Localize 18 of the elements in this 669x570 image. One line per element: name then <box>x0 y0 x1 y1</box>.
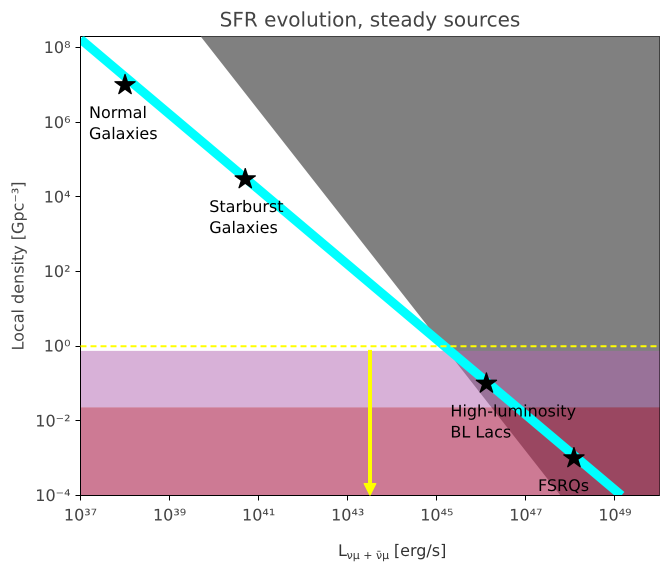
chart-title: SFR evolution, steady sources <box>220 8 520 32</box>
y-tick-label: 10² <box>44 262 71 282</box>
x-tick-label: 10⁴³ <box>331 506 364 524</box>
x-tick-label: 10⁴⁵ <box>420 506 454 524</box>
annotation: FSRQs <box>538 476 590 496</box>
y-tick-label: 10⁰ <box>44 336 71 356</box>
y-tick-label: 10⁻² <box>35 411 70 430</box>
y-tick-label: 10⁸ <box>44 38 71 58</box>
x-tick-label: 10⁴¹ <box>242 506 276 524</box>
y-axis-title: Local density [Gpc⁻³] <box>8 182 28 350</box>
annotation: Normal Galaxies <box>89 103 158 143</box>
x-tick-label: 10⁴⁷ <box>509 506 542 524</box>
x-tick-label: 10³⁷ <box>64 506 98 524</box>
x-tick-label: 10⁴⁹ <box>598 506 632 524</box>
x-tick-label: 10³⁹ <box>152 506 186 524</box>
y-tick-label: 10⁻⁴ <box>35 486 70 505</box>
y-tick-label: 10⁶ <box>44 112 71 132</box>
y-tick-label: 10⁴ <box>44 187 71 206</box>
